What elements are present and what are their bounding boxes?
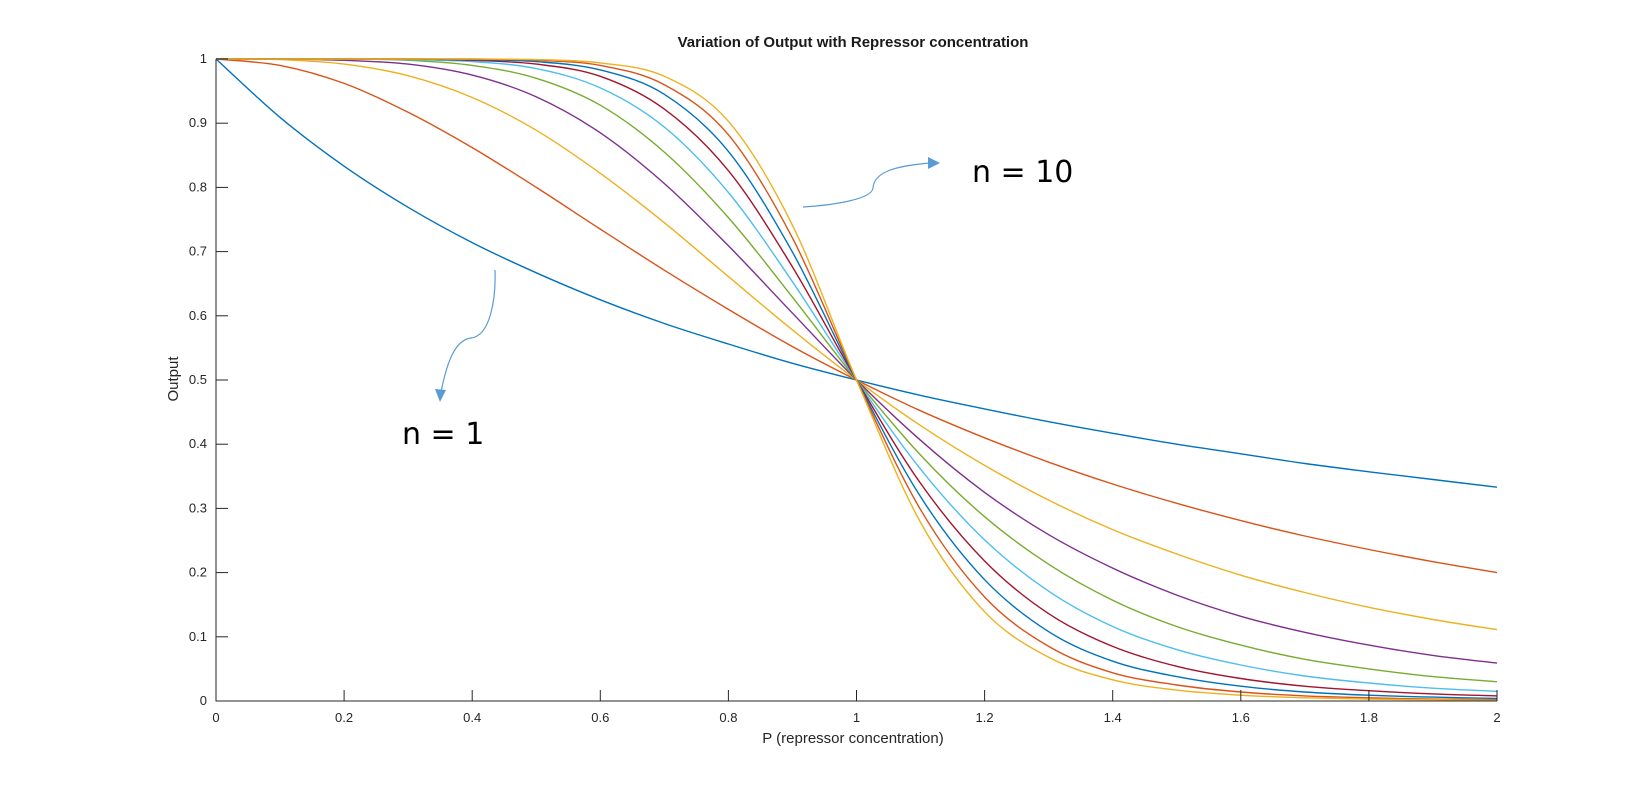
n10-annotation: n = 10 bbox=[972, 155, 1073, 190]
y-tick-label: 0.3 bbox=[189, 500, 207, 515]
y-tick-label: 0.1 bbox=[189, 629, 207, 644]
y-tick-label: 0.5 bbox=[189, 372, 207, 387]
n1-arrowhead-icon bbox=[435, 389, 446, 402]
series-line-3 bbox=[215, 58, 1498, 631]
x-tick-label: 0.2 bbox=[335, 710, 353, 725]
x-tick-label: 0.4 bbox=[463, 710, 481, 725]
x-tick-label: 0 bbox=[212, 710, 219, 725]
x-tick-label: 2 bbox=[1493, 710, 1500, 725]
y-tick-label: 1 bbox=[200, 51, 207, 66]
x-tick-label: 1.6 bbox=[1232, 710, 1250, 725]
x-tick-label: 0.6 bbox=[591, 710, 609, 725]
y-tick-label: 0 bbox=[200, 693, 207, 708]
x-tick-label: 1 bbox=[853, 710, 860, 725]
n10-arrowhead-icon bbox=[928, 157, 940, 169]
x-axis-label: P (repressor concentration) bbox=[762, 730, 943, 747]
n1-annotation: n = 1 bbox=[402, 417, 484, 452]
x-axis-ticks: 0 0.2 0.4 0.6 0.8 1 1.2 1.4 1.6 1.8 2 bbox=[212, 690, 1501, 725]
series-line-7 bbox=[216, 58, 1498, 697]
series-line-5 bbox=[216, 58, 1498, 683]
y-tick-label: 0.7 bbox=[189, 244, 207, 259]
series-line-10 bbox=[216, 58, 1498, 702]
x-tick-label: 1.2 bbox=[976, 710, 994, 725]
y-tick-label: 0.8 bbox=[189, 179, 207, 194]
x-tick-label: 1.4 bbox=[1104, 710, 1122, 725]
series-line-2 bbox=[215, 58, 1498, 574]
y-tick-label: 0.6 bbox=[189, 308, 207, 323]
series-line-4 bbox=[215, 58, 1498, 664]
n1-arrow-icon bbox=[440, 269, 496, 393]
x-tick-label: 0.8 bbox=[719, 710, 737, 725]
x-tick-label: 1.8 bbox=[1360, 710, 1378, 725]
n10-arrow-icon bbox=[802, 162, 931, 208]
chart-title: Variation of Output with Repressor conce… bbox=[678, 34, 1029, 51]
y-axis-ticks: 0 0.1 0.2 0.3 0.4 0.5 0.6 0.7 0.8 0.9 1 bbox=[189, 51, 228, 708]
y-tick-label: 0.9 bbox=[189, 115, 207, 130]
series-line-6 bbox=[216, 58, 1498, 693]
y-tick-label: 0.2 bbox=[189, 565, 207, 580]
y-axis-label: Output bbox=[165, 356, 182, 402]
plot-lines bbox=[215, 58, 1498, 702]
y-tick-label: 0.4 bbox=[189, 436, 207, 451]
